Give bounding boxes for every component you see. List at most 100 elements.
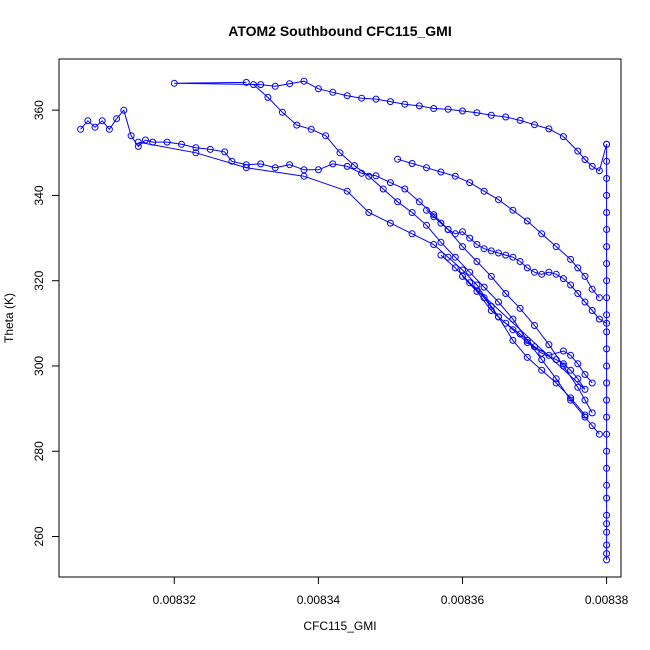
data-point xyxy=(278,108,286,116)
data-point xyxy=(365,209,373,216)
data-point xyxy=(603,328,611,336)
data-point xyxy=(401,100,409,108)
data-point xyxy=(552,243,560,251)
data-point xyxy=(574,360,582,368)
data-point xyxy=(192,144,200,152)
data-point xyxy=(581,298,589,306)
data-point xyxy=(134,138,142,146)
data-point xyxy=(415,102,423,110)
data-point xyxy=(574,383,582,391)
data-point xyxy=(588,379,596,387)
data-point xyxy=(603,294,611,302)
data-point xyxy=(350,162,358,170)
y-axis: 260 280 300 320 340 360 xyxy=(32,100,60,547)
data-point xyxy=(603,311,611,319)
data-point xyxy=(581,385,589,393)
data-point xyxy=(134,142,142,150)
data-point xyxy=(437,168,445,176)
data-point xyxy=(516,330,524,338)
plot-frame xyxy=(58,58,622,578)
data-point xyxy=(127,132,135,140)
data-point xyxy=(523,339,531,346)
data-point xyxy=(358,94,366,102)
data-point xyxy=(379,185,387,193)
data-point xyxy=(574,290,582,297)
y-tick-label: 300 xyxy=(32,356,46,376)
data-point xyxy=(603,379,611,387)
data-point xyxy=(509,253,517,261)
data-point xyxy=(523,264,531,272)
data-point xyxy=(329,88,337,96)
x-axis-label: CFC115_GMI xyxy=(303,619,376,633)
data-point xyxy=(502,251,510,259)
data-point xyxy=(531,268,538,276)
data-point xyxy=(538,349,546,357)
data-point xyxy=(603,209,611,216)
data-point xyxy=(386,98,394,106)
data-point xyxy=(430,241,438,248)
x-tick-label: 0.00838 xyxy=(585,593,629,607)
series-vertical-column xyxy=(603,140,611,564)
data-point xyxy=(509,315,517,323)
series-line xyxy=(440,254,593,390)
data-point xyxy=(487,307,495,314)
data-point xyxy=(595,430,603,438)
data-point xyxy=(437,219,445,227)
data-point xyxy=(430,105,438,112)
data-point xyxy=(509,336,517,344)
data-point xyxy=(595,294,603,302)
data-point xyxy=(495,313,502,321)
series-line xyxy=(253,84,600,435)
data-point xyxy=(228,157,236,165)
data-point xyxy=(552,375,560,383)
data-point xyxy=(574,264,582,272)
data-point xyxy=(588,307,596,314)
data-point xyxy=(394,198,402,206)
data-point xyxy=(314,166,322,174)
data-point xyxy=(603,464,611,472)
data-point xyxy=(314,85,322,93)
data-point xyxy=(495,298,502,306)
data-point xyxy=(588,422,596,430)
data-point xyxy=(502,319,510,327)
series-left-branch xyxy=(77,106,596,417)
data-point xyxy=(603,447,611,455)
y-tick-label: 280 xyxy=(32,441,46,461)
data-point xyxy=(502,290,510,297)
data-point xyxy=(257,81,265,89)
data-point xyxy=(480,187,488,195)
data-point xyxy=(358,169,366,177)
data-point xyxy=(603,362,611,370)
series-line xyxy=(174,80,608,172)
data-point xyxy=(343,162,351,170)
data-point xyxy=(480,283,488,291)
data-point xyxy=(603,413,611,421)
data-point xyxy=(603,243,611,251)
data-point xyxy=(257,160,265,168)
data-point xyxy=(581,396,589,404)
data-point xyxy=(473,258,481,265)
y-tick-label: 260 xyxy=(32,526,46,546)
data-point xyxy=(545,351,553,359)
data-point xyxy=(603,528,611,536)
y-tick-label: 340 xyxy=(32,185,46,205)
data-point xyxy=(567,255,575,263)
data-point xyxy=(451,172,459,180)
data-point xyxy=(459,243,466,251)
data-point xyxy=(77,125,85,133)
data-point xyxy=(595,167,603,175)
data-point xyxy=(538,366,546,374)
data-point xyxy=(552,270,560,278)
data-point xyxy=(581,272,589,280)
data-point xyxy=(451,253,459,261)
data-point xyxy=(178,140,185,148)
data-point xyxy=(567,394,575,402)
data-point xyxy=(603,226,611,233)
data-point xyxy=(603,541,611,549)
data-point xyxy=(250,81,257,89)
data-point xyxy=(509,326,517,334)
data-point xyxy=(531,121,538,129)
data-point xyxy=(271,82,279,90)
data-point xyxy=(603,556,611,564)
data-point xyxy=(264,93,272,101)
